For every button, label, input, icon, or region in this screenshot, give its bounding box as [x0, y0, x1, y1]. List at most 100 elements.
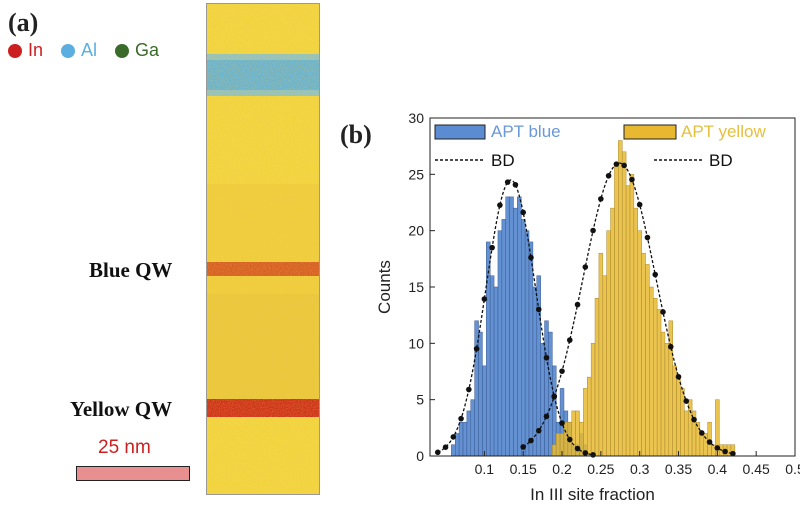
blue-bar-14	[501, 219, 506, 457]
in-dot-icon	[8, 43, 22, 58]
bd-point-2-7	[574, 301, 581, 308]
legend-swatch-apt-blue	[434, 124, 486, 140]
x-tick-label-1: 0.15	[510, 461, 537, 477]
legend-label-bd-1: BD	[491, 151, 515, 170]
bd-point-1-2	[450, 434, 457, 440]
bd-point-1-9	[504, 179, 511, 185]
bd-point-2-20	[675, 373, 682, 380]
bd-point-2-10	[598, 196, 604, 202]
element-legend-in-label: In	[28, 40, 44, 60]
x-tick-label-2: 0.2	[552, 461, 572, 477]
yellow-bar-17	[618, 140, 623, 457]
y-tick-label-0: 0	[416, 448, 424, 464]
y-tick-label-5: 25	[408, 166, 424, 182]
y-tick-label-3: 15	[408, 279, 424, 295]
bd-point-2-22	[691, 416, 697, 423]
yellow-bar-13	[602, 275, 607, 457]
bd-point-2-15	[636, 201, 643, 208]
bd-point-1-10	[512, 181, 519, 188]
element-legend-in: In	[8, 40, 43, 61]
yellow-bar-12	[598, 252, 604, 457]
yellow-bar-16	[614, 162, 619, 457]
bd-point-1-18	[574, 445, 581, 452]
bd-point-1-8	[497, 202, 503, 208]
bd-point-2-9	[590, 227, 596, 234]
yellow-bar-14	[606, 230, 611, 457]
yellow-bar-8	[583, 388, 588, 457]
bd-point-1-13	[535, 306, 542, 313]
blue-bar-6	[470, 399, 475, 457]
bd-point-2-24	[706, 439, 713, 445]
bd-point-1-12	[528, 254, 534, 261]
bd-point-2-17	[652, 271, 659, 278]
yellow-bar-34	[684, 410, 689, 457]
blue-qw-label: Blue QW	[89, 258, 173, 282]
scale-bar-text: 25 nm	[98, 437, 151, 458]
element-legend-ga-label: Ga	[135, 40, 160, 60]
al-dot-icon	[61, 43, 76, 58]
bd-point-1-4	[466, 386, 472, 393]
bd-point-2-0	[520, 444, 526, 450]
bd-point-2-23	[699, 430, 705, 436]
bd-point-1-0	[434, 449, 441, 456]
bd-point-2-4	[551, 393, 558, 400]
yellow-bar-0	[552, 444, 557, 457]
blue-bar-21	[528, 241, 534, 457]
bd-curve-1	[437, 179, 594, 456]
bd-point-2-5	[559, 368, 565, 374]
panel-a-label: (a)	[8, 8, 39, 37]
bd-point-1-14	[543, 354, 550, 361]
y-tick-label-1: 5	[416, 392, 424, 408]
bd-point-1-16	[559, 420, 565, 426]
bd-point-2-2	[535, 427, 542, 434]
bd-point-1-11	[520, 209, 526, 216]
bd-point-1-5	[473, 345, 480, 352]
blue-bar-5	[466, 410, 472, 457]
yellow-bar-11	[594, 298, 600, 457]
blue-bar-11	[489, 275, 495, 457]
yellow-bar-22	[637, 230, 642, 457]
x-tick-label-0: 0.1	[475, 461, 495, 477]
x-tick-label-8: 0.5	[785, 461, 800, 477]
bd-point-1-19	[582, 450, 589, 456]
blue-bar-13	[497, 230, 503, 457]
bd-point-1-7	[489, 244, 495, 251]
yellow-bar-28	[660, 331, 666, 457]
bd-point-1-1	[442, 444, 449, 450]
blue-bar-19	[521, 219, 526, 457]
bd-point-2-16	[644, 234, 651, 241]
bd-point-2-6	[566, 337, 573, 343]
y-axis-label: Counts	[375, 260, 394, 314]
legend-label-bd-2: BD	[709, 151, 733, 170]
yellow-bar-18	[621, 151, 627, 457]
yellow-bar-32	[676, 376, 681, 457]
blue-bar-12	[493, 286, 499, 457]
x-axis-label: In III site fraction	[530, 485, 655, 504]
x-tick-label-4: 0.3	[630, 461, 650, 477]
yellow-bar-38	[699, 433, 704, 457]
apt-reconstruction-map	[206, 3, 320, 495]
bd-point-1-6	[481, 296, 488, 302]
yellow-bar-23	[641, 252, 646, 457]
yellow-bar-40	[707, 421, 712, 457]
blue-bar-26	[548, 331, 553, 457]
yellow-bar-1	[555, 433, 561, 457]
panel-b-label: (b)	[340, 120, 372, 149]
scale-bar	[76, 466, 190, 481]
bd-point-2-27	[730, 450, 736, 457]
bd-point-2-21	[683, 398, 690, 404]
blue-bar-20	[524, 230, 530, 457]
blue-bar-18	[517, 196, 522, 457]
yellow-bar-33	[680, 388, 685, 457]
yellow-bar-9	[587, 376, 592, 457]
bd-point-2-19	[667, 343, 674, 350]
bd-point-2-1	[528, 437, 534, 444]
bd-point-2-25	[714, 445, 721, 451]
blue-bar-15	[505, 196, 510, 457]
yellow-bar-15	[610, 207, 615, 457]
yellow-bar-27	[656, 309, 662, 457]
yellow-bar-24	[645, 264, 650, 457]
bd-point-2-13	[621, 162, 627, 169]
y-tick-label-2: 10	[408, 335, 424, 351]
